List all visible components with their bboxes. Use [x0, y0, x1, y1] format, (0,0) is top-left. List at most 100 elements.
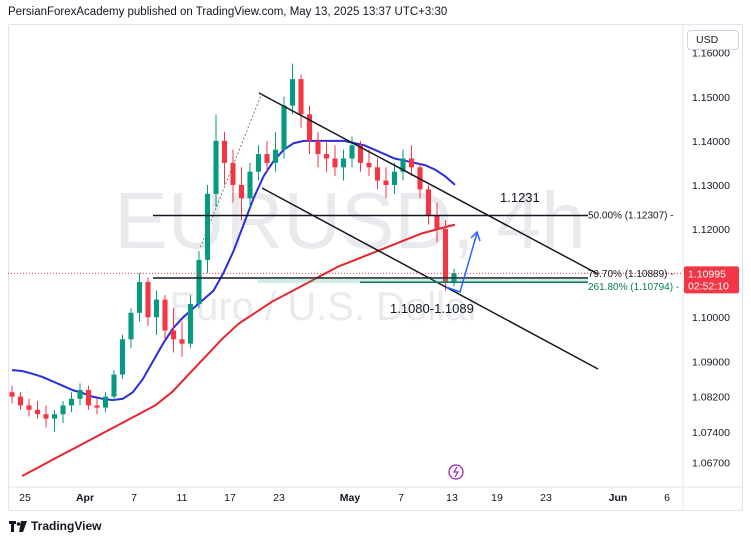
candle-body	[434, 215, 440, 230]
tradingview-logo-icon	[9, 520, 27, 532]
candle-body	[400, 158, 406, 172]
level-label-79: 79.70% (1.10889) -	[588, 269, 674, 280]
candle-body	[298, 79, 304, 115]
tradingview-logo[interactable]: TradingView	[9, 519, 101, 533]
candle-body	[111, 374, 117, 397]
price-tick-label: 1.16000	[692, 48, 730, 60]
candle-body	[238, 184, 245, 199]
candle-body	[128, 312, 134, 340]
candle-body	[264, 154, 270, 163]
price-axis[interactable]: 1.160001.150001.140001.130001.120001.110…	[682, 24, 730, 510]
candle-body	[425, 189, 432, 216]
watermark: EURUSD, 4h Euro / U.S. Dollar	[114, 176, 585, 329]
price-tick-label: 1.12000	[692, 224, 730, 236]
event-flag-icon-bolt	[452, 466, 460, 478]
candle-body	[366, 162, 372, 168]
candle-body	[85, 389, 92, 406]
watermark-symbol: EURUSD, 4h	[114, 176, 585, 265]
candle-body	[153, 299, 160, 318]
candle-body	[136, 281, 143, 313]
candle-body	[340, 158, 347, 168]
time-tick-label: Apr	[76, 492, 94, 504]
candle-body	[315, 140, 321, 155]
projection-arrowhead	[470, 230, 481, 242]
time-tick-label: 23	[273, 492, 285, 504]
candle-body	[119, 339, 126, 375]
candle-body	[281, 105, 287, 150]
candle-body	[51, 414, 58, 419]
candle-body	[9, 392, 15, 397]
time-tick-label: Jun	[609, 492, 628, 504]
candle-body	[391, 171, 398, 185]
candle-body	[43, 414, 49, 419]
time-axis[interactable]: 25 Apr 7 11 17 23 May 7 13 19 23 Jun 6	[8, 486, 743, 504]
moving-average-line	[11, 139, 456, 402]
candle-body	[255, 154, 262, 172]
candle-body	[145, 281, 151, 318]
candle-body	[162, 299, 168, 331]
chart-frame	[8, 24, 743, 511]
time-tick-label: 6	[664, 492, 670, 504]
candle-body	[204, 193, 211, 260]
projection-arrow	[445, 232, 478, 293]
annotation-zone: 1.1080-1.1089	[390, 301, 474, 316]
price-tick-label: 1.07400	[692, 427, 730, 439]
price-tick-label: 1.08200	[692, 392, 730, 404]
candle-body	[357, 145, 364, 163]
moving-average-line	[21, 223, 456, 477]
price-tick-label: 1.14000	[692, 136, 730, 148]
candle-body	[306, 114, 313, 141]
level-zone	[258, 278, 588, 284]
level-label-50: 50.00% (1.12307) -	[588, 211, 674, 222]
tradingview-wordmark: TradingView	[31, 519, 102, 533]
candle-body	[323, 154, 330, 159]
publisher-header: PersianForexAcademy published on Trading…	[8, 6, 448, 18]
drawings: 50.00% (1.12307) - 79.70% (1.10889) - 261.…	[8, 92, 683, 480]
price-tick-label: 1.09000	[692, 356, 730, 368]
candle-body	[196, 259, 202, 305]
price-tag-countdown: 02:52:10	[688, 280, 729, 292]
time-tick-label: 13	[446, 492, 458, 504]
candle-body	[408, 158, 415, 168]
currency-selector-button[interactable]: USD	[687, 30, 739, 50]
candle-body	[94, 405, 100, 408]
candle-body	[272, 149, 279, 163]
candle-body	[349, 145, 355, 159]
level-label-261: 261.80% (1.10794) -	[588, 282, 679, 293]
candle-body	[34, 409, 41, 415]
time-tick-label: 25	[19, 492, 31, 504]
candle-body	[17, 396, 24, 406]
time-tick-label: 7	[131, 492, 137, 504]
price-tag-box	[684, 266, 739, 294]
price-tag-value: 1.10995	[688, 268, 726, 280]
candle-body	[60, 405, 66, 415]
time-tick-label: 23	[540, 492, 552, 504]
candle-body	[102, 396, 109, 408]
candle-body	[442, 229, 449, 282]
candles	[9, 63, 457, 432]
candle-body	[332, 158, 338, 168]
annotation-target: 1.1231	[500, 190, 540, 205]
candle-body	[247, 171, 253, 199]
price-tick-label: 1.15000	[692, 92, 730, 104]
moving-averages	[11, 139, 456, 477]
time-tick-label: 7	[398, 492, 404, 504]
time-tick-label: 19	[491, 492, 503, 504]
time-tick-label: May	[340, 492, 361, 504]
candle-body	[221, 140, 228, 163]
candle-body	[187, 304, 194, 344]
candle-body	[213, 140, 219, 194]
candle-body	[170, 330, 177, 340]
candle-body	[77, 389, 83, 399]
time-tick-label: 17	[224, 492, 236, 504]
candle-body	[68, 398, 75, 406]
candle-body	[383, 180, 389, 185]
candle-body	[26, 405, 32, 410]
candle-body	[230, 162, 236, 185]
watermark-description: Euro / U.S. Dollar	[169, 285, 480, 329]
price-tick-label: 1.10000	[692, 312, 730, 324]
price-tick-label: 1.06700	[692, 458, 730, 470]
time-tick-label: 11	[177, 492, 188, 504]
